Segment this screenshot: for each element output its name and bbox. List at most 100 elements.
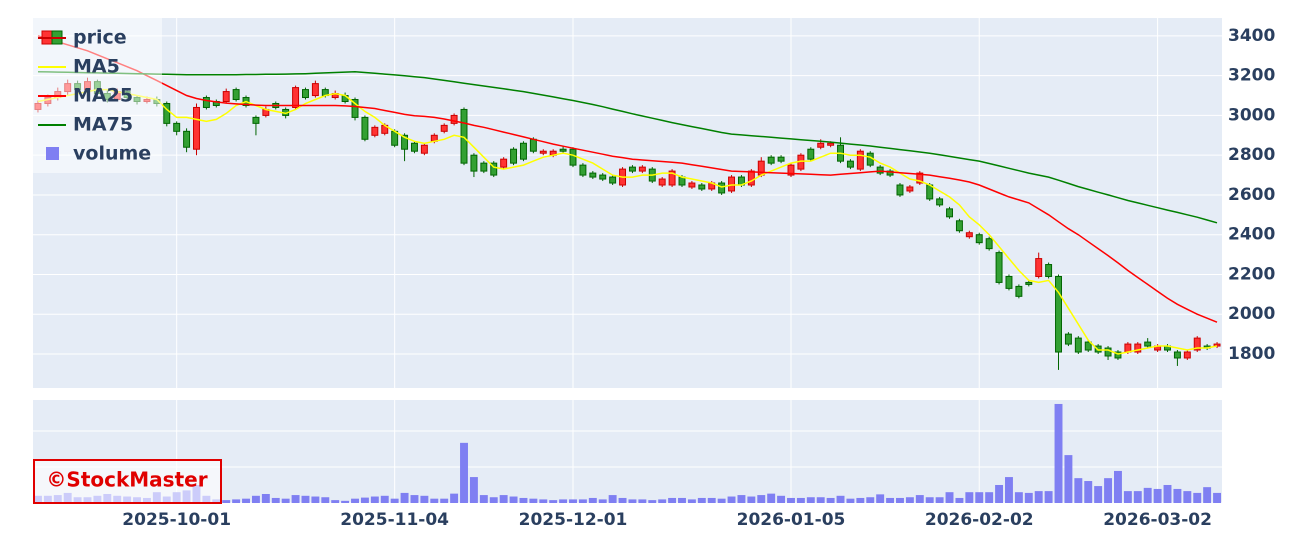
candle-body bbox=[886, 170, 894, 176]
legend-label: volume bbox=[73, 143, 151, 165]
y-tick-label: 2800 bbox=[1228, 145, 1275, 165]
candle-body bbox=[1213, 343, 1221, 347]
volume-bar bbox=[410, 495, 419, 503]
candle-body bbox=[936, 198, 944, 206]
candle-body bbox=[490, 162, 498, 176]
legend-label: MA75 bbox=[73, 114, 133, 136]
candle-body bbox=[510, 148, 518, 164]
candle-body bbox=[311, 83, 319, 97]
candle-body bbox=[807, 148, 815, 160]
candle-body bbox=[292, 87, 300, 108]
x-tick-label: 2026-01-05 bbox=[737, 510, 846, 530]
candle-body bbox=[252, 116, 260, 124]
ma-line bbox=[37, 70, 1218, 224]
volume-bar bbox=[479, 495, 488, 503]
candle-body bbox=[609, 176, 617, 184]
volume-bar bbox=[440, 498, 449, 503]
volume-bar bbox=[846, 498, 855, 503]
volume-bar bbox=[311, 496, 320, 503]
volume-bar bbox=[1143, 487, 1152, 503]
x-tick-label: 2025-11-04 bbox=[340, 510, 449, 530]
volume-bar bbox=[816, 497, 825, 503]
volume-bar bbox=[360, 497, 369, 503]
candle-body bbox=[1183, 351, 1191, 359]
volume-bar bbox=[886, 497, 895, 503]
candle-body bbox=[698, 184, 706, 190]
candle-body bbox=[658, 178, 666, 186]
volume-bar bbox=[469, 477, 478, 503]
volume-bar bbox=[687, 499, 696, 503]
legend-icon bbox=[46, 147, 59, 160]
candle-body bbox=[856, 150, 864, 170]
volume-bar bbox=[549, 500, 558, 503]
volume-bar bbox=[955, 497, 964, 503]
candle-body bbox=[787, 164, 795, 176]
volume-bar bbox=[242, 498, 250, 503]
volume-bar bbox=[707, 497, 716, 503]
volume-bar bbox=[1203, 487, 1212, 503]
candle-body bbox=[946, 208, 953, 218]
x-tick-label: 2025-12-01 bbox=[519, 510, 628, 530]
volume-bar bbox=[271, 497, 280, 503]
volume-bar bbox=[1193, 492, 1202, 503]
candle-body bbox=[1035, 258, 1043, 277]
legend-label: MA5 bbox=[73, 56, 120, 78]
candle-body bbox=[371, 126, 379, 136]
candle-body bbox=[579, 164, 587, 176]
candle-body bbox=[777, 156, 785, 162]
candle-body bbox=[519, 142, 527, 160]
volume-bar bbox=[251, 495, 260, 503]
candle-body bbox=[391, 130, 399, 146]
candle-body bbox=[173, 122, 181, 132]
candle-body bbox=[539, 150, 547, 154]
volume-bar bbox=[291, 495, 300, 503]
candle-body bbox=[529, 138, 537, 152]
volume-bar bbox=[1064, 455, 1073, 503]
candle-body bbox=[1173, 351, 1181, 359]
volume-bar bbox=[380, 495, 389, 503]
volume-bar bbox=[509, 496, 518, 503]
volume-bar bbox=[608, 495, 617, 503]
volume-bar bbox=[1044, 491, 1053, 503]
candle-body bbox=[163, 102, 171, 124]
volume-bar bbox=[826, 497, 835, 503]
volume-bar bbox=[618, 497, 627, 503]
x-tick-label: 2025-10-01 bbox=[122, 510, 231, 530]
x-tick-label: 2026-02-02 bbox=[925, 510, 1034, 530]
volume-bar bbox=[767, 493, 776, 503]
candle-body bbox=[480, 162, 488, 172]
y-tick-label: 3000 bbox=[1228, 105, 1275, 125]
volume-bar bbox=[390, 498, 399, 503]
volume-bar bbox=[747, 496, 756, 503]
y-tick-label: 2200 bbox=[1228, 264, 1275, 284]
candle-body bbox=[420, 144, 428, 154]
volume-bar bbox=[519, 497, 528, 503]
candle-body bbox=[450, 114, 458, 124]
candle-body bbox=[1025, 281, 1033, 285]
candle-body bbox=[193, 106, 200, 150]
candle-body bbox=[1114, 351, 1122, 359]
volume-bar bbox=[628, 499, 637, 503]
candle-body bbox=[995, 252, 1003, 283]
volume-bar bbox=[430, 498, 439, 503]
volume-panel bbox=[33, 400, 1222, 503]
candle-body bbox=[1055, 275, 1062, 353]
candle-body bbox=[1084, 341, 1092, 351]
volume-bar bbox=[341, 500, 350, 503]
candle-body bbox=[688, 182, 696, 188]
volume-bar bbox=[1173, 488, 1182, 503]
candle-body bbox=[955, 220, 963, 232]
volume-bar bbox=[796, 497, 805, 503]
candle-body bbox=[876, 166, 884, 174]
volume-bar bbox=[460, 442, 468, 503]
y-tick-label: 2600 bbox=[1228, 185, 1275, 205]
volume-bar bbox=[1133, 491, 1142, 503]
volume-bar bbox=[569, 499, 577, 503]
y-tick-label: 2400 bbox=[1228, 225, 1275, 245]
volume-bar bbox=[1005, 477, 1013, 503]
volume-bar bbox=[559, 499, 568, 503]
candle-body bbox=[1015, 285, 1023, 297]
watermark: ©StockMaster bbox=[46, 468, 207, 492]
volume-bar bbox=[866, 497, 875, 503]
legend-label: price bbox=[73, 27, 127, 49]
